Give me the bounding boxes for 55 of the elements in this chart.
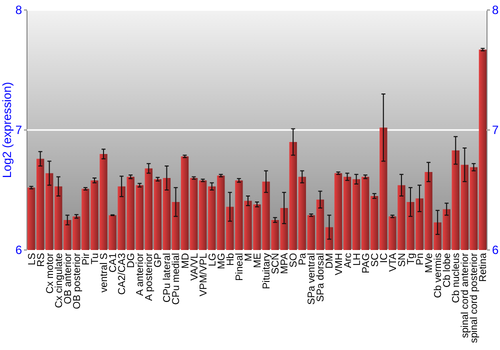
x-tick-label: SN [396, 253, 408, 267]
x-tick-label: MVe [424, 252, 436, 274]
y-tick-label: 6 [15, 243, 22, 258]
x-tick-label: Hb [225, 252, 236, 266]
x-tick-label: Tg [406, 253, 417, 265]
x-tick-label: M [243, 253, 254, 262]
x-tick-label: SPa dorsal [316, 253, 327, 302]
x-tick-label: Pir [80, 252, 92, 266]
x-tick-label: GP [153, 252, 164, 268]
y2-tick-label: 8 [492, 3, 499, 18]
x-tick-label: MD [180, 253, 192, 269]
x-tick-label: Tu [90, 253, 101, 264]
x-tick-label: DM [324, 253, 336, 269]
x-tick-label: Cb nucleus [451, 253, 462, 304]
x-tick-label: Pineal [234, 253, 246, 281]
x-tick-label: Cx motor [44, 252, 56, 294]
x-tick-label: ventral S [99, 252, 110, 292]
x-tick-label: OB anterior [62, 252, 74, 304]
x-tick-label: VTA [388, 252, 399, 272]
x-tick-label: SCN [270, 253, 282, 274]
x-tick-label: spinal cord anterior [460, 252, 472, 338]
x-tick-label: Cb lobe [442, 252, 454, 288]
x-tick-label: Pituitary [262, 253, 273, 290]
x-tick-label: Pn [415, 253, 426, 266]
x-tick-label: SO [288, 252, 300, 268]
y2-tick-label: 6 [492, 243, 499, 258]
y-tick-label: 8 [15, 3, 22, 18]
x-tick-label: Pa [298, 252, 309, 266]
y-axis-title: Log2 (expression) [0, 82, 14, 178]
x-tick-label: VA/VL [189, 252, 200, 281]
x-tick-label: MPA [280, 252, 291, 274]
x-tick-label: OB posterior [72, 252, 83, 310]
x-tick-label: MG [216, 252, 228, 270]
x-tick-label: CA2/CA3 [117, 252, 128, 295]
x-tick-label: Arc [342, 253, 354, 268]
x-tick-label: LS [26, 252, 38, 266]
x-tick-label: VPM/VPL [198, 252, 210, 296]
x-tick-label: LH [352, 253, 363, 266]
x-tick-label: CPu medial [171, 253, 182, 305]
x-tick-label: ME [252, 252, 264, 268]
x-tick-label: CA1 [108, 252, 120, 272]
x-tick-label: Retina [478, 252, 490, 282]
x-tick-label: IC [378, 253, 390, 263]
x-tick-label: A posterior [144, 252, 156, 301]
x-tick-label: A anterior [135, 252, 146, 296]
x-tick-label: Cx cingulate [54, 252, 65, 308]
x-tick-label: RS [36, 252, 47, 267]
x-tick-label: PAG [360, 252, 372, 274]
x-tick-label: VMH [334, 253, 345, 276]
x-tick-label: SC [370, 253, 381, 267]
x-tick-label: DG [126, 252, 138, 268]
x-tick-label: spinal cord posterior [469, 252, 480, 344]
y2-tick-label: 7 [492, 123, 499, 138]
x-tick-label: LG [207, 252, 218, 266]
y-tick-label: 7 [15, 123, 22, 138]
